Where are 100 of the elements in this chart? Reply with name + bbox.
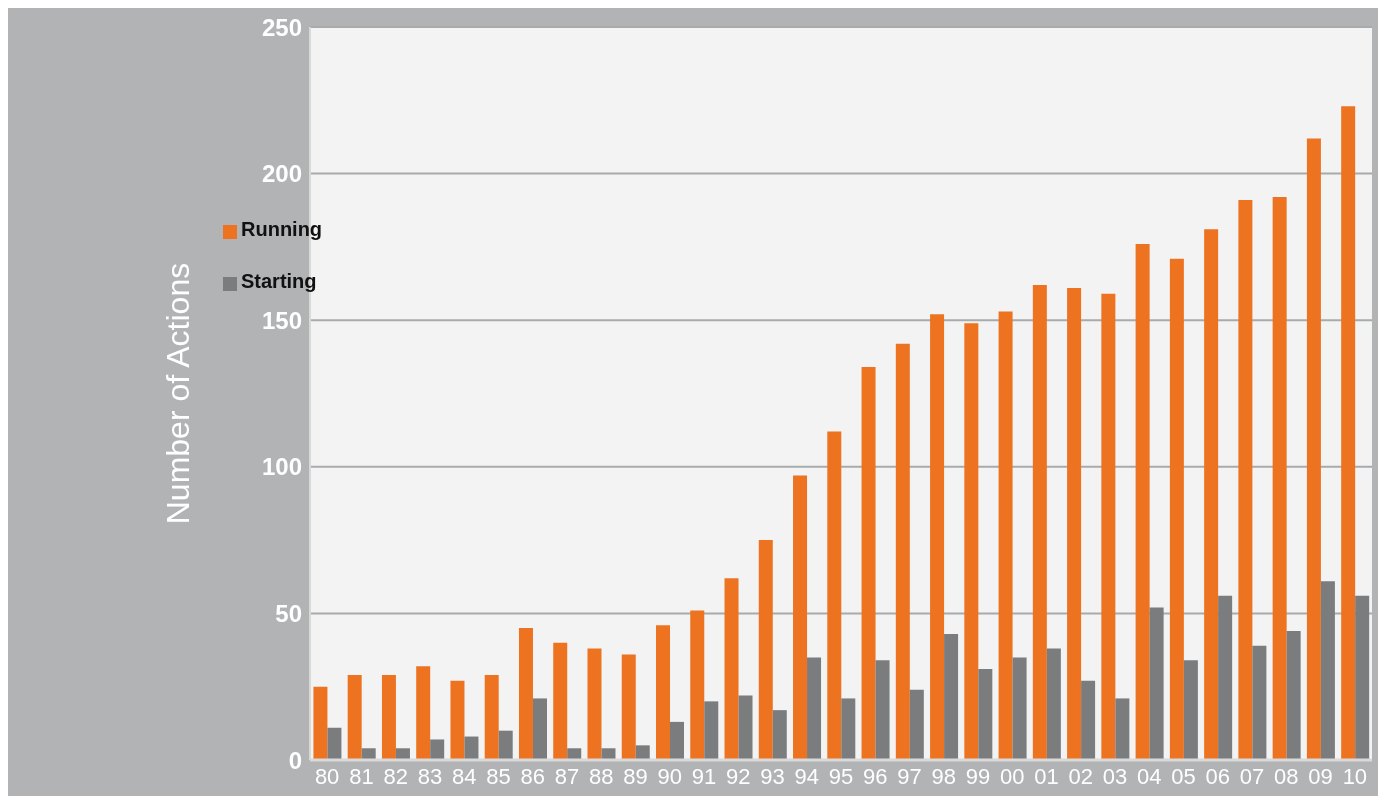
- x-tick-label: 94: [794, 763, 819, 789]
- bar: [1183, 660, 1198, 760]
- bar: [1135, 243, 1150, 760]
- bar: [978, 669, 993, 760]
- bar: [484, 674, 499, 760]
- bar: [1306, 138, 1321, 760]
- bar: [635, 745, 650, 760]
- bar: [587, 648, 602, 760]
- bar: [1252, 645, 1267, 760]
- bar: [827, 431, 842, 760]
- x-tick-label: 07: [1239, 763, 1265, 789]
- bar: [567, 748, 582, 760]
- bar: [944, 633, 959, 760]
- bar: [553, 642, 568, 760]
- x-tick-label: 91: [691, 763, 717, 789]
- bar: [416, 666, 431, 760]
- bar: [1272, 197, 1287, 760]
- bar: [758, 540, 773, 760]
- bar: [998, 311, 1013, 760]
- legend-label: Running: [241, 218, 323, 240]
- bar: [793, 475, 808, 760]
- bar: [395, 748, 410, 760]
- bar: [1238, 199, 1253, 760]
- x-tick-label: 00: [1000, 763, 1025, 789]
- bar: [327, 727, 342, 760]
- bar: [1032, 285, 1047, 760]
- x-tick-label: 82: [383, 763, 408, 789]
- bar: [1081, 680, 1096, 760]
- bar: [381, 674, 396, 760]
- bar: [361, 748, 376, 760]
- bar: [670, 721, 685, 760]
- bar: [601, 748, 616, 760]
- bar: [964, 323, 979, 760]
- bar: [313, 686, 328, 760]
- bar: [1320, 581, 1335, 760]
- bar: [498, 730, 513, 760]
- bar: [738, 695, 753, 760]
- bar: [1012, 657, 1027, 760]
- bar: [1169, 258, 1184, 760]
- bar: [724, 578, 739, 760]
- bar: [1115, 698, 1130, 760]
- y-tick-label: 250: [261, 13, 302, 41]
- y-tick-label: 150: [261, 306, 302, 334]
- x-tick-label: 80: [314, 763, 340, 789]
- bar: [1101, 293, 1116, 760]
- x-tick-label: 90: [657, 763, 682, 789]
- y-axis-title: Number of Actions: [160, 262, 197, 525]
- bar: [1286, 630, 1301, 760]
- bar: [430, 739, 445, 760]
- bar: [1149, 607, 1164, 760]
- bar: [704, 701, 719, 760]
- x-tick-label: 89: [623, 763, 648, 789]
- x-tick-label: 09: [1308, 763, 1333, 789]
- bar: [464, 736, 479, 760]
- bar: [909, 689, 924, 760]
- y-tick-label: 100: [261, 453, 302, 481]
- x-tick-label: 92: [725, 763, 751, 789]
- bar: [861, 367, 876, 760]
- legend-label: Starting: [241, 270, 317, 292]
- x-tick-label: 93: [760, 763, 785, 789]
- bar: [518, 628, 533, 760]
- bar: [930, 314, 945, 760]
- x-tick-label: 96: [863, 763, 888, 789]
- x-tick-label: 98: [931, 763, 957, 789]
- x-tick-label: 06: [1205, 763, 1231, 789]
- bar: [1046, 648, 1061, 760]
- bar: [450, 680, 465, 760]
- x-tick-label: 05: [1171, 763, 1196, 789]
- x-tick-label: 97: [897, 763, 922, 789]
- x-tick-label: 08: [1274, 763, 1299, 789]
- bar: [807, 657, 822, 760]
- bar: [1355, 595, 1370, 760]
- x-tick-label: 95: [828, 763, 854, 789]
- x-tick-label: 03: [1102, 763, 1128, 789]
- bar: [772, 710, 787, 760]
- y-tick-label: 200: [261, 160, 302, 188]
- bar: [532, 698, 547, 760]
- x-tick-label: 87: [554, 763, 580, 789]
- bar: [1204, 229, 1219, 760]
- x-tick-label: 81: [349, 763, 374, 789]
- x-tick-label: 85: [486, 763, 511, 789]
- bar: [1341, 106, 1356, 760]
- bar: [875, 660, 890, 760]
- bar: [656, 625, 671, 760]
- x-tick-label: 86: [520, 763, 545, 789]
- x-tick-label: 84: [451, 763, 477, 789]
- x-tick-label: 88: [588, 763, 614, 789]
- y-tick-label: 0: [288, 746, 302, 774]
- bar: [895, 343, 910, 760]
- bar: [1218, 595, 1233, 760]
- x-tick-label: 04: [1137, 763, 1162, 789]
- bar: [347, 674, 362, 760]
- x-tick-label: 99: [965, 763, 991, 789]
- bar: [1067, 287, 1082, 760]
- bar: [841, 698, 856, 760]
- bar: [690, 610, 705, 760]
- y-tick-label: 50: [275, 599, 302, 627]
- x-tick-label: 10: [1342, 763, 1368, 789]
- x-tick-label: 01: [1034, 763, 1059, 789]
- x-tick-label: 83: [417, 763, 443, 789]
